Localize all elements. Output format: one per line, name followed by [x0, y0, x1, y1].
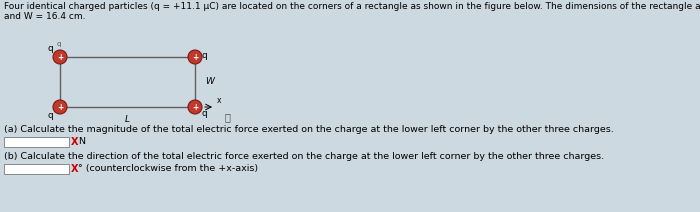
Text: +: +: [192, 53, 198, 61]
FancyBboxPatch shape: [4, 137, 69, 147]
Text: +: +: [192, 102, 198, 112]
Text: ⓘ: ⓘ: [224, 112, 230, 122]
Text: W: W: [205, 78, 214, 86]
Circle shape: [188, 50, 202, 64]
Text: L: L: [125, 115, 130, 124]
Circle shape: [53, 100, 67, 114]
Text: (a) Calculate the magnitude of the total electric force exerted on the charge at: (a) Calculate the magnitude of the total…: [4, 125, 614, 134]
Text: and W = 16.4 cm.: and W = 16.4 cm.: [4, 12, 85, 21]
Circle shape: [188, 100, 202, 114]
Text: q: q: [201, 109, 207, 118]
Text: (b) Calculate the direction of the total electric force exerted on the charge at: (b) Calculate the direction of the total…: [4, 152, 604, 161]
Text: q: q: [47, 44, 53, 53]
Text: ° (counterclockwise from the +x-axis): ° (counterclockwise from the +x-axis): [78, 165, 258, 173]
Text: q: q: [201, 50, 207, 60]
Text: q: q: [57, 41, 61, 47]
Text: x: x: [217, 96, 221, 105]
Text: X: X: [71, 137, 78, 147]
Circle shape: [53, 50, 67, 64]
Text: X: X: [71, 164, 78, 174]
Text: N: N: [78, 138, 85, 146]
Text: +: +: [57, 102, 63, 112]
Text: +: +: [57, 53, 63, 61]
Text: q: q: [47, 111, 53, 120]
Text: Four identical charged particles (q = +11.1 μC) are located on the corners of a : Four identical charged particles (q = +1…: [4, 2, 700, 11]
FancyBboxPatch shape: [4, 164, 69, 174]
